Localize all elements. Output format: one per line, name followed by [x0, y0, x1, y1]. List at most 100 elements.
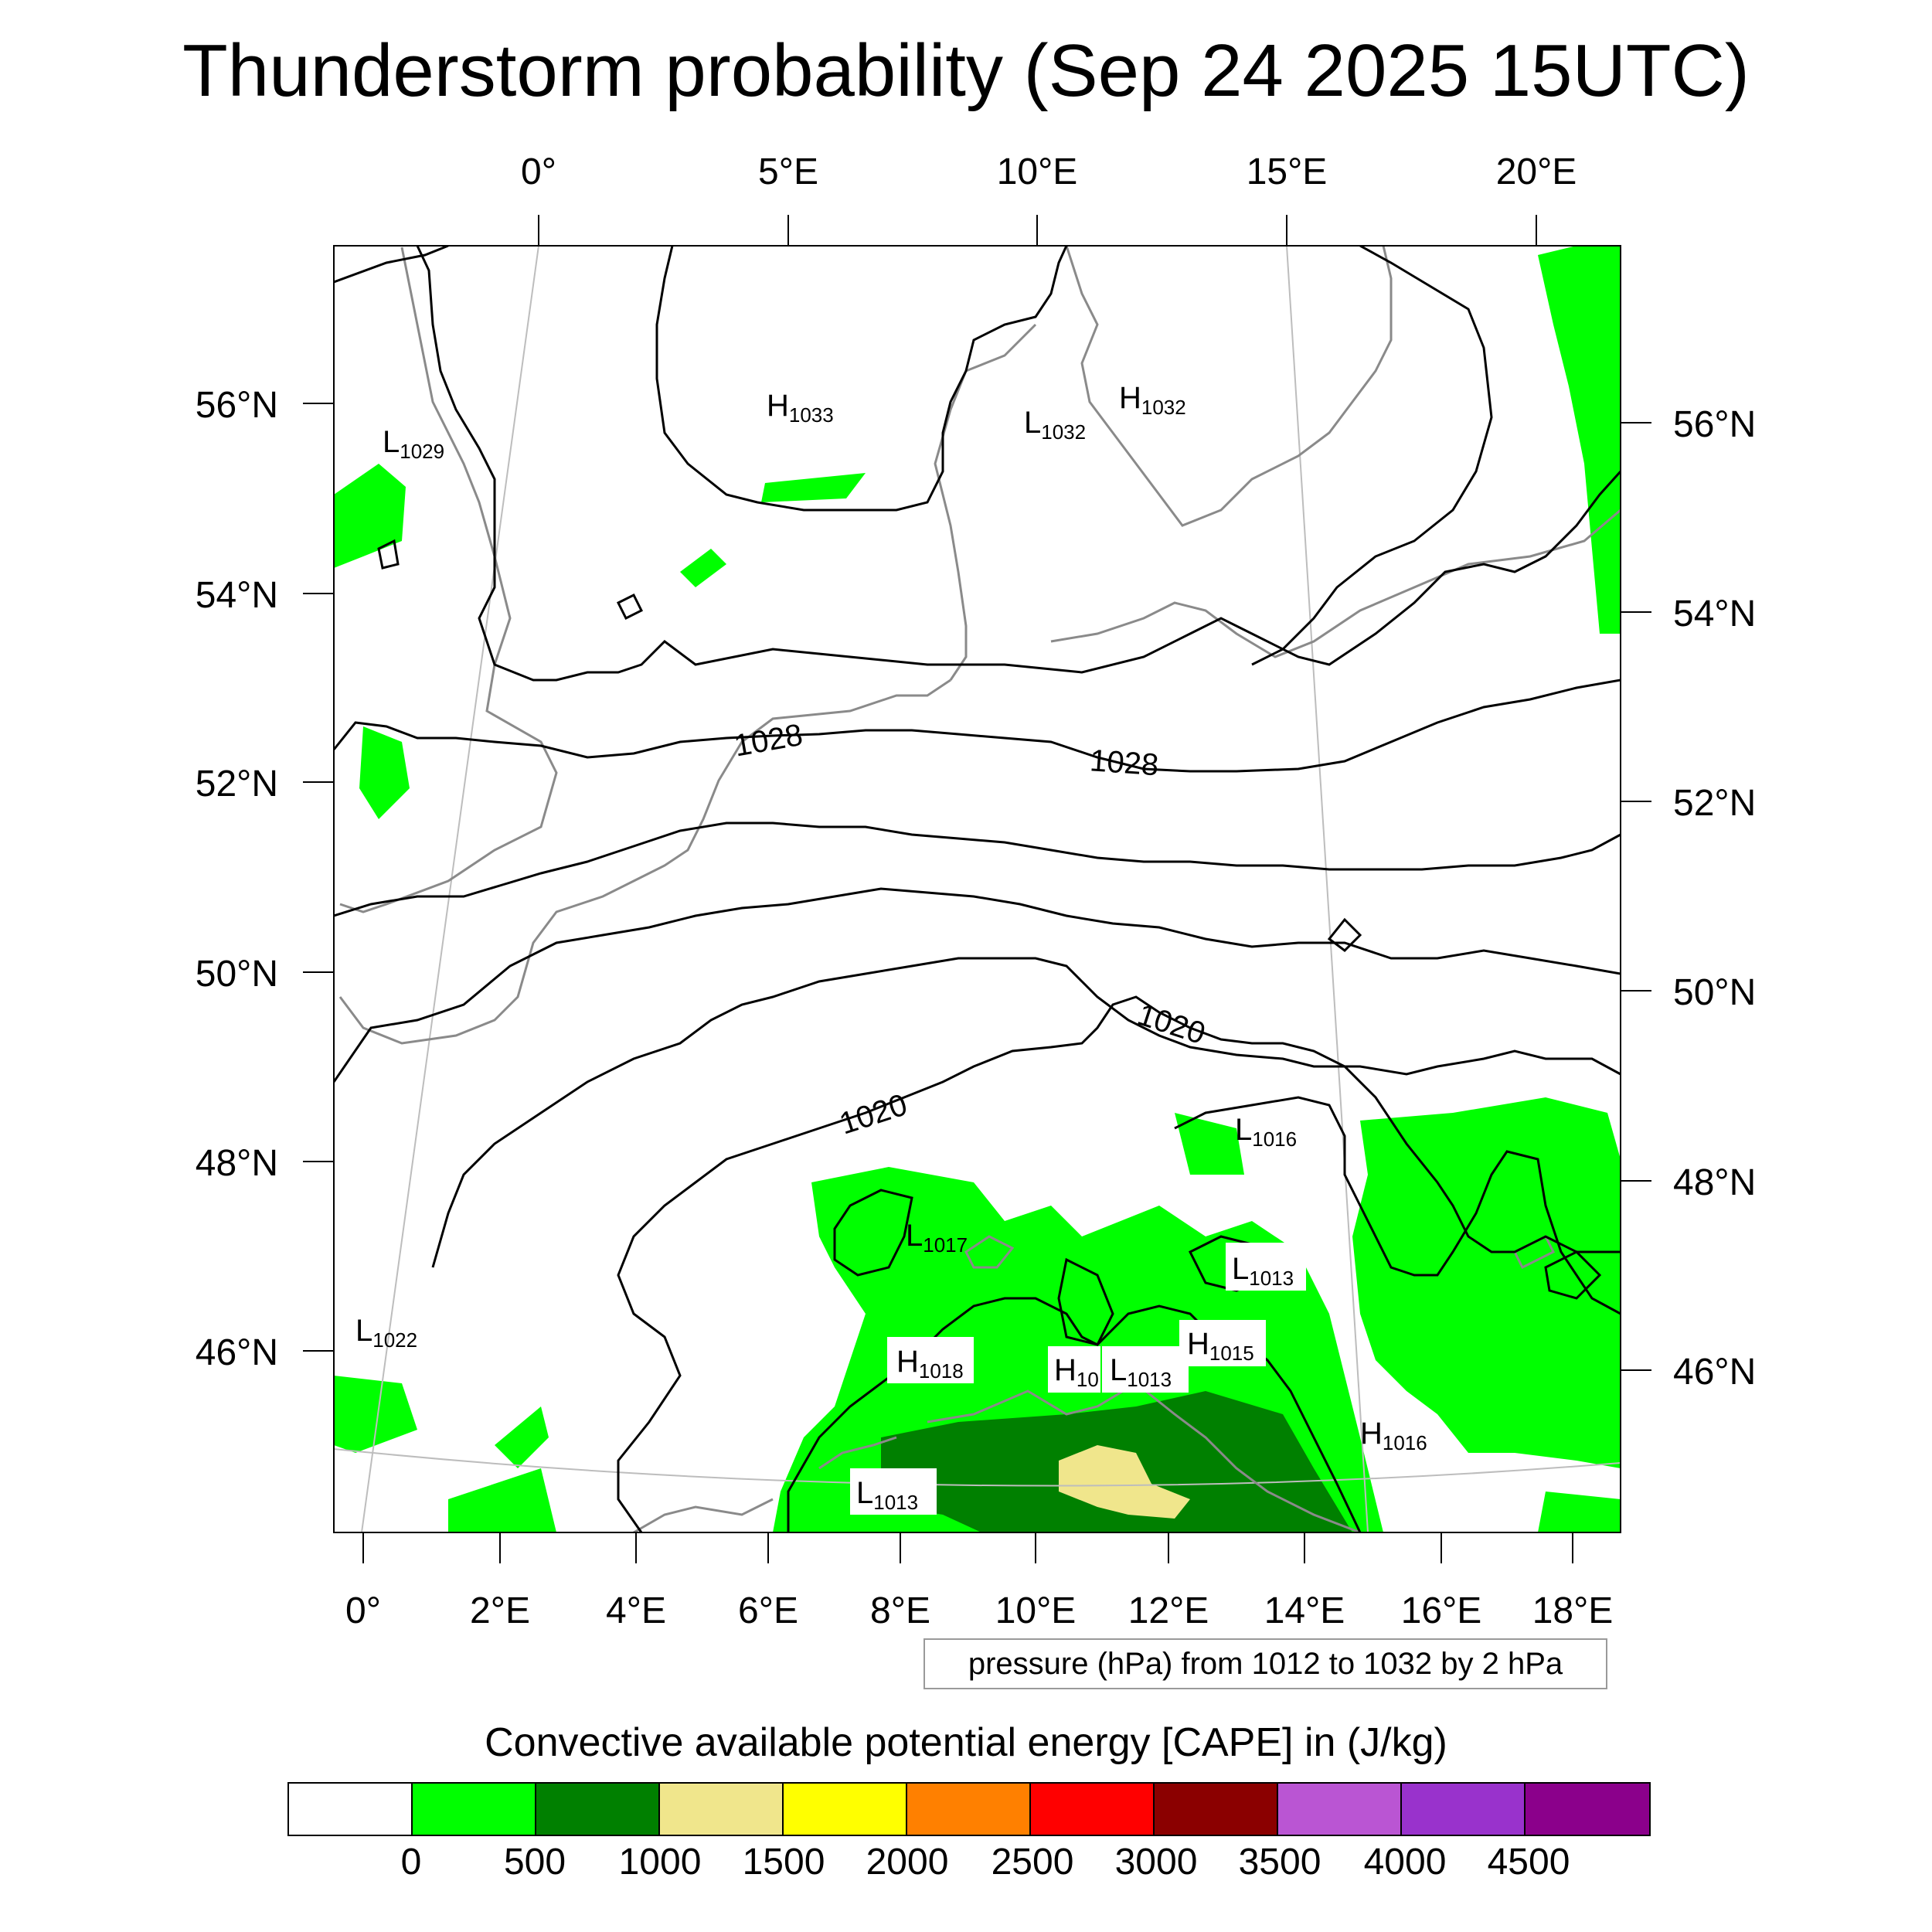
- graticule: [334, 246, 1621, 1532]
- colorbar-swatch: [1402, 1784, 1526, 1835]
- bottom-lon-label: 6°E: [738, 1590, 798, 1631]
- cape-area-0-500: [359, 726, 410, 819]
- contour-info-label: pressure (hPa) from 1012 to 1032 by 2 hP…: [923, 1638, 1607, 1689]
- cape-area-0-500: [680, 549, 726, 587]
- svg-text:H1016: H1016: [1360, 1417, 1427, 1454]
- coastline-sweden: [1065, 246, 1393, 527]
- colorbar: [287, 1782, 1651, 1836]
- pressure-center-marker: L1013: [1102, 1346, 1189, 1393]
- pressure-center-marker: L1016: [1235, 1113, 1297, 1151]
- svg-text:L1013: L1013: [1232, 1252, 1294, 1290]
- pressure-center-marker: L1017: [906, 1219, 968, 1257]
- cape-area-0-500: [334, 464, 406, 568]
- pressure-center-marker: H1018: [887, 1337, 974, 1383]
- colorbar-label: 1000: [618, 1842, 702, 1883]
- colorbar-swatch: [784, 1784, 907, 1835]
- cape-area-0-500: [495, 1406, 549, 1468]
- isobar: [431, 957, 1621, 1268]
- colorbar-label: 2500: [991, 1842, 1074, 1883]
- svg-text:L1016: L1016: [1235, 1113, 1297, 1151]
- coastline-britain: [339, 247, 558, 913]
- colorbar-swatch: [1278, 1784, 1402, 1835]
- top-lon-label: 15°E: [1247, 151, 1328, 192]
- left-lat-label: 54°N: [196, 575, 278, 616]
- right-lat-label: 50°N: [1673, 972, 1756, 1013]
- cape-area-1000-1500: [1059, 1445, 1190, 1519]
- svg-text:H1032: H1032: [1119, 381, 1186, 419]
- isobar-labels: 1028 1028 1020 1020: [732, 718, 1209, 1141]
- svg-text:L1013: L1013: [856, 1476, 918, 1514]
- pressure-center-marker: L1013: [850, 1468, 937, 1515]
- isobar: [1174, 1096, 1621, 1315]
- cape-area-0-500: [1538, 246, 1621, 634]
- parallel-45n: [334, 1448, 1621, 1487]
- isobar: [616, 593, 644, 621]
- isobar: [1057, 1257, 1114, 1346]
- top-lon-label: 10°E: [997, 151, 1078, 192]
- colorbar-label: 500: [503, 1842, 566, 1883]
- coastlines: [338, 246, 1621, 1532]
- isobar: [1544, 1250, 1602, 1300]
- isobar: [416, 246, 1621, 682]
- right-lat-label: 52°N: [1673, 783, 1756, 824]
- svg-text:H1033: H1033: [767, 389, 834, 427]
- bottom-lon-label: 12°E: [1128, 1590, 1209, 1631]
- top-lon-label: 20°E: [1496, 151, 1577, 192]
- isobar: [787, 1297, 1362, 1532]
- right-lat-label: 54°N: [1673, 594, 1756, 634]
- cape-fill-layer: [334, 246, 1621, 1532]
- bottom-lon-label: 2°E: [470, 1590, 530, 1631]
- colorbar-label: 0: [400, 1842, 422, 1883]
- cape-area-0-500: [1175, 1113, 1244, 1175]
- cape-area-0-500: [334, 1376, 417, 1453]
- isobar-label: 1020: [835, 1087, 911, 1141]
- colorbar-label: 3000: [1114, 1842, 1198, 1883]
- bottom-lon-label: 10°E: [995, 1590, 1077, 1631]
- colorbar-swatch: [413, 1784, 536, 1835]
- isobar: [334, 246, 449, 284]
- colorbar-label: 1500: [742, 1842, 825, 1883]
- isobars: [334, 246, 1621, 1532]
- isobar: [655, 246, 1068, 512]
- bottom-lon-label: 0°: [345, 1590, 381, 1631]
- bottom-lon-label: 8°E: [870, 1590, 930, 1631]
- colorbar-label: 4500: [1487, 1842, 1570, 1883]
- isobar: [1251, 246, 1493, 666]
- isobar: [377, 539, 400, 570]
- svg-text:L1029: L1029: [383, 425, 444, 463]
- bottom-lon-label: 18°E: [1532, 1590, 1614, 1631]
- isobar: [334, 821, 1621, 917]
- right-lat-label: 46°N: [1673, 1352, 1756, 1393]
- pressure-centers: H1033 H1032 L1032 L1029 L1022 L1017 L101…: [355, 381, 1427, 1515]
- top-lon-label: 5°E: [758, 151, 818, 192]
- coastline-france-med: [633, 1498, 774, 1532]
- svg-text:L1032: L1032: [1024, 406, 1086, 444]
- coastline-lake-geneva: [964, 1235, 1015, 1269]
- pressure-center-marker: H1032: [1119, 381, 1186, 419]
- meridian-15e: [1286, 246, 1369, 1532]
- isobar-label: 1020: [1134, 998, 1209, 1051]
- cape-area-0-500: [1352, 1097, 1621, 1468]
- svg-text:L1017: L1017: [906, 1219, 968, 1257]
- svg-text:H1015: H1015: [1187, 1327, 1254, 1365]
- plot-frame: [333, 245, 1621, 1533]
- colorbar-label: 4000: [1363, 1842, 1447, 1883]
- isobar-label: 1028: [1089, 743, 1160, 782]
- bottom-lon-label: 4°E: [606, 1590, 666, 1631]
- colorbar-swatch: [1031, 1784, 1155, 1835]
- tick-labels: 0° 5°E 10°E 15°E 20°E 0° 2°E 4°E 6°E 8°E…: [196, 151, 1757, 1631]
- coastline-baltic-south: [1050, 509, 1621, 658]
- colorbar-label: 3500: [1238, 1842, 1321, 1883]
- tick-marks: [303, 215, 1651, 1563]
- right-lat-label: 48°N: [1673, 1162, 1756, 1203]
- left-lat-label: 48°N: [196, 1143, 278, 1184]
- colorbar-swatch: [660, 1784, 784, 1835]
- pressure-center-marker: L1013: [1226, 1243, 1306, 1291]
- pressure-center-marker: L1032: [1024, 406, 1086, 444]
- isobar: [334, 679, 1621, 773]
- isobar: [617, 995, 1621, 1532]
- colorbar-swatch: [907, 1784, 1031, 1835]
- isobar: [833, 1189, 913, 1277]
- cape-area-0-500: [448, 1468, 556, 1532]
